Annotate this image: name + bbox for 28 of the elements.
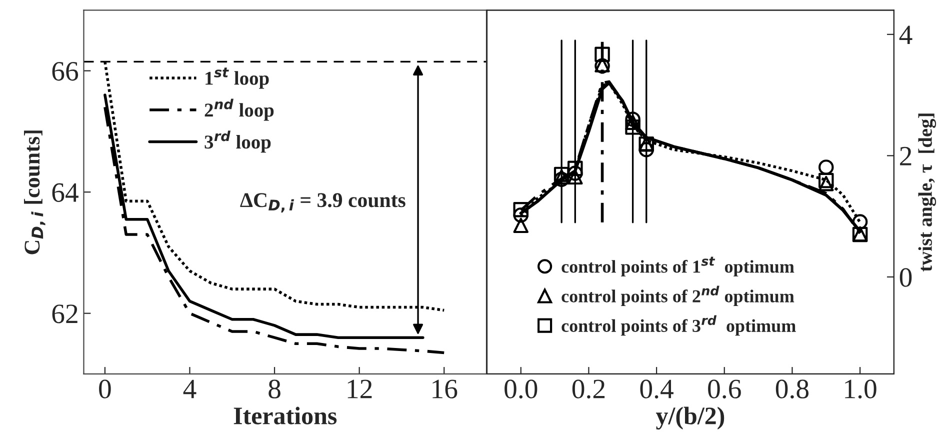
x-tick-label: 0.4 [640,380,674,398]
legend-label: 1$^{st}$ loop [206,68,269,89]
y2-tick-label: 0 [900,268,912,287]
x-tick-label: 0.0 [504,380,538,398]
x-tick-label: 4 [183,380,196,398]
x-tick-label: 16 [432,380,458,398]
legend-label: 3$^{rd}$ loop [204,130,271,153]
legend-label: 2$^{nd}$ loop [204,98,274,121]
y-tick-label: 66 [52,62,78,81]
y-tick-label: 62 [52,304,78,324]
x-tick-label: 0 [99,380,111,398]
y-axis-title: C$_{D,i}$ [counts] [24,130,46,254]
y2-axis-title: twist angle, τ [deg] [918,114,936,272]
x-tick-label: 0.6 [708,380,741,398]
x-tick-label: 8 [268,380,280,398]
y2-tick-label: 4 [899,26,912,44]
y-tick-label: 64 [52,183,78,202]
x-tick-label: 1.0 [845,380,876,398]
legend-label: control points of 3$^{rd}$ optimum [562,315,796,336]
legend-label: control points of 2$^{nd}$ optimum [562,286,794,306]
x-tick-label: 0.8 [776,380,809,398]
y2-tick-label: 2 [900,146,912,166]
x-axis-title: y/(b/2) [656,406,724,430]
x-tick-label: 12 [348,380,372,398]
annotation: ΔC$_{D,i}$ = 3.9 counts [240,193,406,212]
x-tick-label: 0.2 [572,380,605,398]
x-axis-title: Iterations [234,406,337,424]
legend-label: control points of 1$^{st}$ optimum [562,256,794,276]
